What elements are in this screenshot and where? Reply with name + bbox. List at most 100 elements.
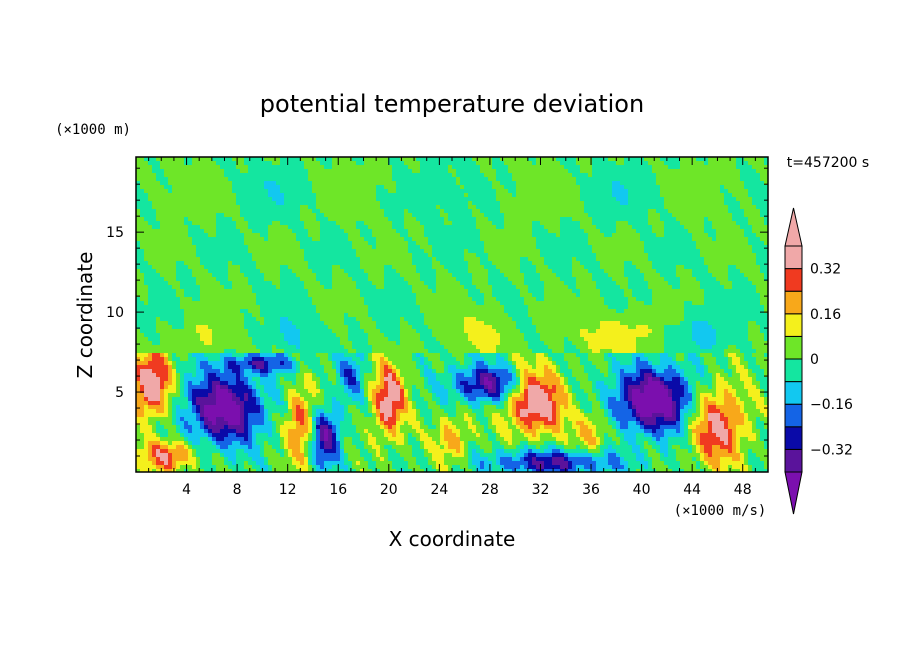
field-cell xyxy=(688,169,693,174)
field-cell xyxy=(600,221,605,226)
field-cell xyxy=(264,205,269,210)
field-cell xyxy=(732,265,737,270)
field-cell xyxy=(176,157,181,162)
field-cell xyxy=(296,161,301,166)
field-cell xyxy=(160,261,165,266)
field-cell xyxy=(356,209,361,214)
field-cell xyxy=(400,217,405,222)
field-cell xyxy=(292,185,297,190)
field-cell xyxy=(436,193,441,198)
field-cell xyxy=(540,205,545,210)
field-cell xyxy=(356,221,361,226)
field-cell xyxy=(652,181,657,186)
field-cell xyxy=(432,265,437,270)
field-cell xyxy=(356,217,361,222)
field-cell xyxy=(296,269,301,274)
field-cell xyxy=(432,269,437,274)
field-cell xyxy=(368,269,373,274)
field-cell xyxy=(396,197,401,202)
field-cell xyxy=(548,249,553,254)
field-cell xyxy=(324,265,329,270)
field-cell xyxy=(572,253,577,258)
field-cell xyxy=(444,201,449,206)
field-cell xyxy=(172,257,177,262)
field-cell xyxy=(476,249,481,254)
field-cell xyxy=(152,157,157,162)
field-cell xyxy=(636,169,641,174)
field-cell xyxy=(640,225,645,230)
field-cell xyxy=(756,181,761,186)
field-cell xyxy=(480,233,485,238)
field-cell xyxy=(300,277,305,282)
field-cell xyxy=(196,237,201,242)
field-cell xyxy=(700,185,705,190)
field-cell xyxy=(664,257,669,262)
field-cell xyxy=(272,157,277,162)
field-cell xyxy=(184,253,189,258)
field-cell xyxy=(196,253,201,258)
field-cell xyxy=(220,157,225,162)
field-cell xyxy=(628,181,633,186)
field-cell xyxy=(456,213,461,218)
field-cell xyxy=(644,213,649,218)
field-cell xyxy=(408,249,413,254)
field-cell xyxy=(740,181,745,186)
field-cell xyxy=(756,233,761,238)
field-cell xyxy=(304,245,309,250)
field-cell xyxy=(352,229,357,234)
field-cell xyxy=(572,197,577,202)
field-cell xyxy=(292,161,297,166)
field-cell xyxy=(244,237,249,242)
field-cell xyxy=(652,229,657,234)
field-cell xyxy=(576,257,581,262)
field-cell xyxy=(736,229,741,234)
field-cell xyxy=(760,261,765,266)
field-cell xyxy=(348,229,353,234)
field-cell xyxy=(640,221,645,226)
field-cell xyxy=(744,177,749,182)
field-cell xyxy=(368,229,373,234)
field-cell xyxy=(696,173,701,178)
field-cell xyxy=(200,277,205,282)
field-cell xyxy=(348,201,353,206)
field-cell xyxy=(536,233,541,238)
field-cell xyxy=(152,173,157,178)
field-cell xyxy=(616,261,621,266)
field-cell xyxy=(204,253,209,258)
field-cell xyxy=(428,197,433,202)
field-cell xyxy=(764,197,769,202)
field-cell xyxy=(400,273,405,278)
field-cell xyxy=(180,277,185,282)
field-cell xyxy=(624,165,629,170)
field-cell xyxy=(552,169,557,174)
field-cell xyxy=(392,229,397,234)
field-cell xyxy=(308,237,313,242)
field-cell xyxy=(488,197,493,202)
field-cell xyxy=(244,265,249,270)
field-cell xyxy=(488,233,493,238)
field-cell xyxy=(460,281,465,286)
field-cell xyxy=(136,197,141,202)
field-cell xyxy=(556,253,561,258)
field-cell xyxy=(716,209,721,214)
field-cell xyxy=(136,281,141,286)
field-cell xyxy=(368,253,373,258)
field-cell xyxy=(320,253,325,258)
field-cell xyxy=(744,193,749,198)
field-cell xyxy=(392,169,397,174)
field-cell xyxy=(484,205,489,210)
field-cell xyxy=(708,185,713,190)
field-cell xyxy=(720,257,725,262)
field-cell xyxy=(356,193,361,198)
field-cell xyxy=(604,225,609,230)
field-cell xyxy=(620,233,625,238)
field-cell xyxy=(408,217,413,222)
field-cell xyxy=(220,165,225,170)
field-cell xyxy=(632,205,637,210)
time-label: t=457200 s xyxy=(787,155,869,171)
field-cell xyxy=(672,201,677,206)
field-cell xyxy=(296,157,301,162)
field-cell xyxy=(276,213,281,218)
field-cell xyxy=(396,261,401,266)
field-cell xyxy=(580,241,585,246)
